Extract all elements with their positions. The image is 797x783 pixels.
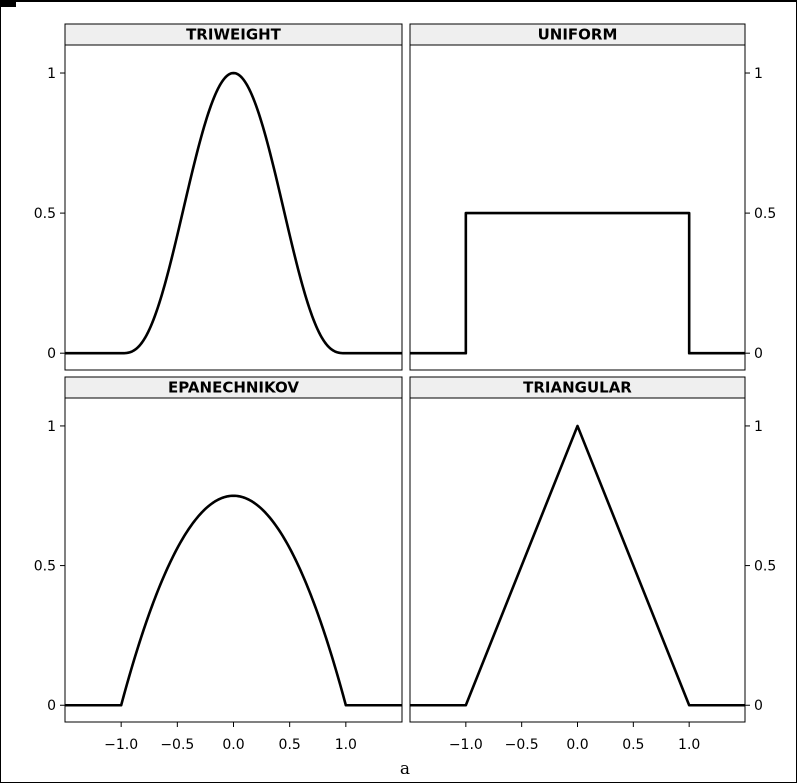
x-tick-label: 0.5 [622, 737, 644, 753]
panel-uniform: UNIFORM [409, 23, 746, 371]
x-tick-label: −1.0 [449, 737, 483, 753]
y-tick-label-left: 1 [47, 66, 56, 82]
corner-mark [0, 0, 16, 7]
y-tick-label-right: 1 [754, 419, 763, 435]
panel-title: TRIANGULAR [523, 379, 632, 397]
series-line-uniform [410, 211, 745, 355]
y-tick-label-left: 1 [47, 419, 56, 435]
x-tick-label: 0.0 [222, 737, 244, 753]
y-tick-label-left: 0.5 [34, 206, 56, 222]
x-tick-label: 1.0 [335, 737, 357, 753]
panel-frame [64, 44, 403, 371]
panel-title: EPANECHNIKOV [168, 379, 299, 397]
panel-epanechnikov: EPANECHNIKOV [64, 376, 403, 723]
y-tick-label-right: 0 [754, 698, 763, 714]
panel-frame [64, 397, 403, 723]
x-tick-label: 0.5 [279, 737, 301, 753]
y-tick-label-right: 0.5 [754, 206, 776, 222]
y-tick-label-right: 0.5 [754, 559, 776, 575]
panel-triweight: TRIWEIGHT [64, 23, 403, 371]
series-line-triweight [65, 71, 402, 355]
x-tick-label: −0.5 [505, 737, 539, 753]
panel-title: UNIFORM [538, 26, 618, 44]
x-tick-label: 0.0 [566, 737, 588, 753]
x-tick-label: −1.0 [104, 737, 138, 753]
y-tick-label-left: 0 [47, 346, 56, 362]
panel-title: TRIWEIGHT [186, 26, 282, 44]
series-line-triangular [410, 424, 745, 707]
panel-frame [409, 397, 746, 723]
y-tick-label-right: 1 [754, 66, 763, 82]
x-tick-label: 1.0 [678, 737, 700, 753]
series-line-epanechnikov [65, 494, 402, 707]
x-axis-title: a [400, 759, 410, 779]
y-tick-label-left: 0 [47, 698, 56, 714]
x-tick-label: −0.5 [160, 737, 194, 753]
panel-triangular: TRIANGULAR [409, 376, 746, 723]
y-tick-label-right: 0 [754, 346, 763, 362]
y-tick-label-left: 0.5 [34, 559, 56, 575]
panel-frame [409, 44, 746, 371]
